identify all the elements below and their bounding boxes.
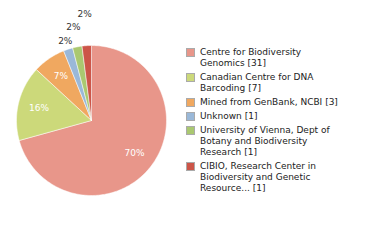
- html-text:Mined from GenBank, NCBI [3]: Mined from GenBank, NCBI [3]: [200, 96, 338, 107]
- svg-text:2%: 2%: [66, 22, 81, 32]
- html-text:Unknown [1]: Unknown [1]: [200, 110, 258, 121]
- html-text:CIBIO, Research Center in Biod: CIBIO, Research Center in Biodiversity a…: [200, 160, 317, 193]
- svg-text:16%: 16%: [29, 103, 49, 113]
- svg-text:7%: 7%: [54, 71, 69, 81]
- html-text:University of Vienna, Dept of: University of Vienna, Dept of Botany and…: [200, 124, 330, 157]
- svg-text:2%: 2%: [58, 36, 73, 46]
- html-text:Centre for Biodiversity Genomi: Centre for Biodiversity Genomics [31]: [200, 46, 302, 68]
- svg-text:70%: 70%: [124, 148, 144, 158]
- svg-text:2%: 2%: [78, 9, 93, 19]
- html-text:Canadian Centre for DNA Barcod: Canadian Centre for DNA Barcoding [7]: [200, 71, 314, 93]
